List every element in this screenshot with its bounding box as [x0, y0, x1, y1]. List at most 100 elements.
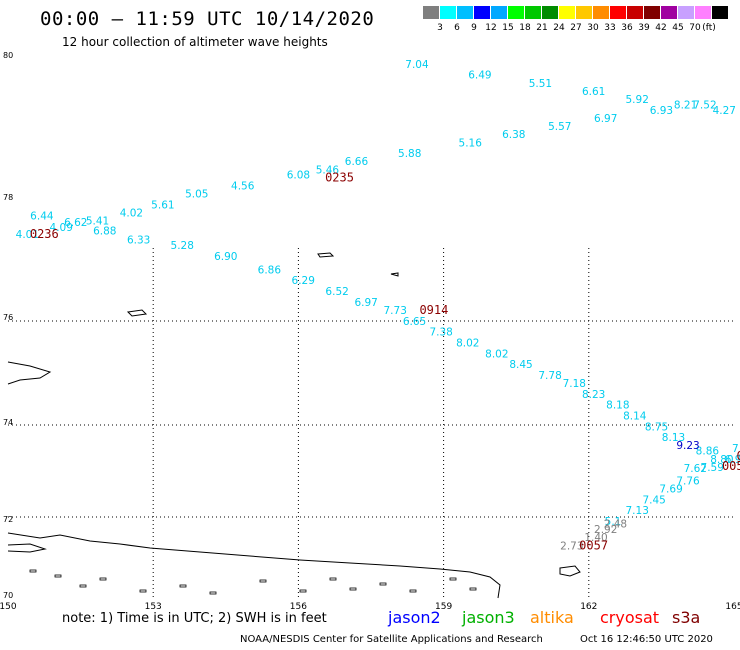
wave-height-label: 6.49: [468, 70, 491, 82]
scale-label: 21: [536, 23, 548, 33]
satellite-cryosat: cryosat: [600, 608, 660, 627]
wave-height-label: 8.23: [582, 389, 605, 401]
scale-label: 33: [604, 23, 616, 33]
color-swatch: [593, 6, 609, 19]
wave-height-label: 5.92: [626, 94, 649, 106]
wave-height-label: 5.41: [86, 216, 109, 228]
islet: [139, 589, 147, 593]
islet: [379, 582, 387, 586]
scale-label: 24: [553, 23, 565, 33]
credit-line: NOAA/NESDIS Center for Satellite Applica…: [240, 634, 543, 645]
wave-height-label: 6.97: [594, 113, 617, 125]
scale-label: 12: [485, 23, 497, 33]
wave-height-label: 5.57: [548, 121, 571, 133]
wave-height-label: 7.78: [538, 370, 561, 382]
islet: [349, 587, 357, 591]
scale-label: 27: [570, 23, 582, 33]
island-small: [390, 272, 399, 277]
wave-height-label: 7.76: [676, 475, 700, 487]
wave-height-label: 7.69: [659, 484, 682, 496]
color-swatch: [644, 6, 660, 19]
wave-height-label: 7.62: [684, 463, 707, 475]
coastline-northwest: [7, 361, 52, 385]
wave-height-label: 7.18: [563, 378, 586, 390]
pass-time-label: 0056: [722, 459, 740, 473]
wave-height-label: 7.04: [405, 59, 429, 71]
color-swatch: [542, 6, 558, 19]
scale-label: 70: [689, 23, 701, 33]
y-tick-label: 72: [3, 515, 13, 524]
wave-height-label: 4.56: [231, 181, 255, 193]
scale-label: 36: [621, 23, 633, 33]
wave-height-label: 7.13: [626, 505, 649, 517]
wave-height-label: 6.65: [403, 316, 426, 328]
scale-label: 9: [471, 23, 477, 33]
scale-label: 30: [587, 23, 599, 33]
wave-height-label: 6.61: [582, 86, 605, 98]
pass-time-label: 0235: [325, 170, 354, 184]
scale-label: 42: [655, 23, 667, 33]
wave-height-label: 6.08: [287, 170, 310, 182]
wave-height-label: 6.97: [725, 454, 740, 466]
color-swatch: [559, 6, 575, 19]
islet: [409, 589, 417, 593]
wave-height-label: 5.51: [529, 78, 552, 90]
wave-height-label: 6.93: [650, 105, 673, 117]
coastline-south: [7, 532, 501, 599]
wave-height-label: 5.46: [316, 164, 340, 176]
wave-height-label: 6.97: [354, 297, 377, 309]
wave-height-label: 6.66: [345, 156, 369, 168]
islet: [329, 577, 337, 581]
wave-height-label: 7.59: [701, 462, 724, 474]
map-title: 00:00 – 11:59 UTC 10/14/2020: [40, 8, 375, 30]
color-swatch: [508, 6, 524, 19]
wave-height-label: 6.29: [292, 275, 315, 287]
wave-height-label: 5.88: [398, 148, 421, 160]
wave-height-label: 8.02: [485, 348, 508, 360]
wave-height-label: 4.27: [713, 105, 736, 117]
wave-height-label: 7.73: [384, 305, 407, 317]
wave-height-label: 5.1: [605, 516, 622, 528]
pass-time-label: 0236: [30, 227, 59, 241]
islet: [79, 584, 87, 588]
satellite-jason2: jason2: [388, 608, 441, 627]
x-tick-label: 165: [725, 602, 740, 612]
island-west: [126, 309, 148, 317]
y-tick-label: 76: [3, 313, 13, 322]
scale-label: 18: [519, 23, 531, 33]
pass-time-label: 0914: [736, 449, 740, 463]
y-tick-label: 70: [3, 591, 13, 600]
wave-height-label: 8.21: [674, 99, 697, 111]
wave-height-label: 6.44: [30, 210, 54, 222]
wave-height-label: 6.38: [502, 129, 525, 141]
x-tick-label: 159: [435, 602, 452, 612]
wave-height-label: 8.75: [645, 421, 668, 433]
wave-height-label: 6.88: [93, 225, 116, 237]
x-tick-label: 156: [290, 602, 307, 612]
wave-height-label: 5.16: [459, 137, 483, 149]
wave-height-label: 6.90: [214, 251, 237, 263]
scale-unit: (ft): [702, 23, 716, 33]
wave-height-label: 8.86: [696, 446, 720, 458]
generation-timestamp: Oct 16 12:46:50 UTC 2020: [580, 634, 713, 645]
map-subtitle: 12 hour collection of altimeter wave hei…: [62, 35, 328, 49]
color-swatch: [474, 6, 490, 19]
islet: [99, 577, 107, 581]
scale-label: 6: [454, 23, 460, 33]
islet: [449, 577, 457, 581]
islet: [299, 589, 307, 593]
pass-time-label: 0057: [579, 538, 608, 552]
wave-height-label: 4.02: [120, 208, 143, 220]
island-north: [317, 252, 335, 258]
color-swatch: [678, 6, 694, 19]
color-swatch: [695, 6, 711, 19]
color-swatch: [661, 6, 677, 19]
wave-height-label: 8.45: [509, 359, 532, 371]
islet: [469, 587, 477, 591]
wave-height-label: 8.13: [662, 432, 685, 444]
y-tick-label: 74: [3, 418, 13, 427]
scale-label: 45: [672, 23, 684, 33]
wave-height-label: 6.62: [64, 217, 87, 229]
scale-label: 3: [437, 23, 443, 33]
